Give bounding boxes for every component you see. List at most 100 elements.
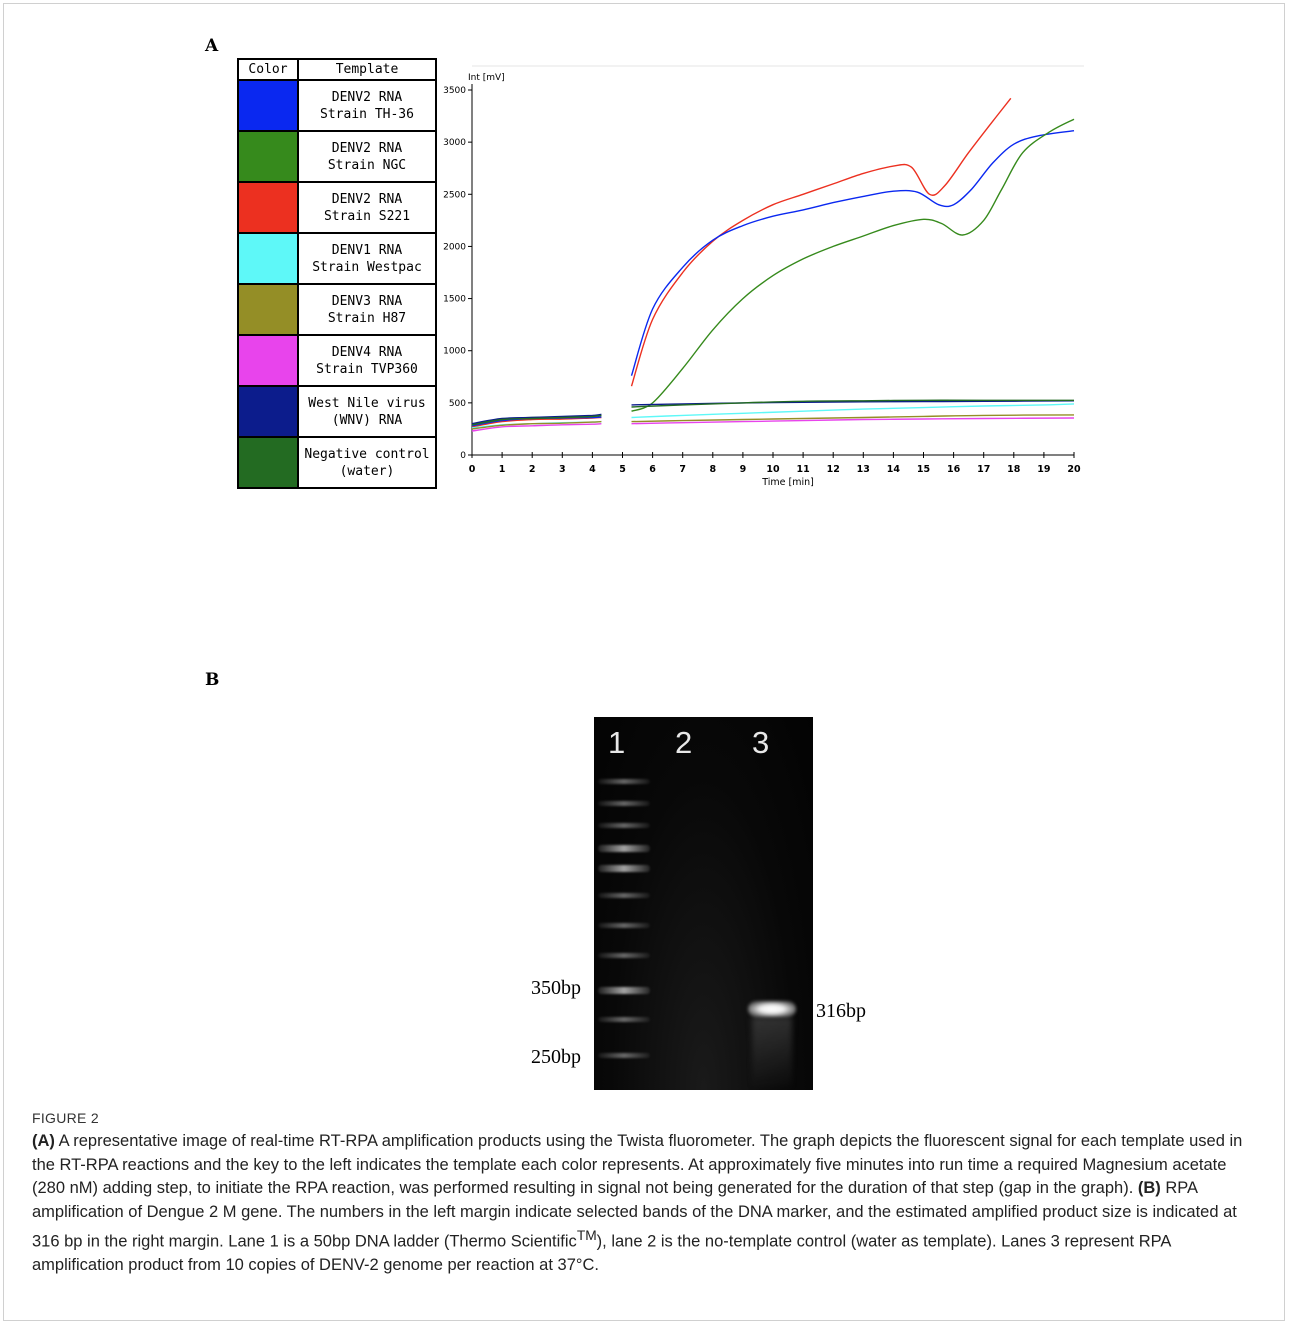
series-line-pre-gap: [471, 413, 602, 425]
color-swatch: [237, 130, 299, 183]
x-tick-label: 13: [857, 464, 870, 475]
ladder-band: [598, 923, 650, 928]
series-line-post-gap: [631, 118, 1075, 412]
y-tick-label: 1500: [443, 295, 466, 305]
template-name: DENV2 RNA Strain TH-36: [297, 79, 437, 132]
legend-row: Negative control (water): [237, 436, 437, 489]
legend-row: DENV4 RNA Strain TVP360: [237, 334, 437, 387]
series-line-post-gap: [631, 399, 1074, 408]
figure-label: FIGURE 2: [32, 1110, 99, 1126]
product-band-316bp: [748, 1001, 796, 1017]
x-axis-label: Time [min]: [761, 477, 814, 488]
template-name: Negative control (water): [297, 436, 437, 489]
ladder-band: [598, 893, 650, 898]
x-tick-label: 9: [740, 464, 747, 475]
ladder-band-350bp: [598, 987, 650, 994]
x-tick-label: 10: [766, 464, 780, 475]
color-swatch: [237, 79, 299, 132]
x-tick-label: 14: [887, 464, 901, 475]
x-tick-label: 11: [796, 464, 809, 475]
template-name: DENV1 RNA Strain Westpac: [297, 232, 437, 285]
template-column-header: Template: [297, 58, 437, 81]
color-swatch: [237, 436, 299, 489]
trademark-superscript: TM: [576, 1228, 597, 1243]
ladder-band: [598, 779, 650, 784]
marker-label-250bp: 250bp: [531, 1046, 581, 1068]
x-tick-label: 18: [1007, 464, 1021, 475]
legend-row: DENV3 RNA Strain H87: [237, 283, 437, 336]
gel-background: [594, 717, 813, 1090]
x-tick-label: 0: [469, 464, 476, 475]
series-line-post-gap: [631, 400, 1075, 406]
x-tick-label: 4: [589, 464, 596, 475]
y-axis-label: Int [mV]: [468, 73, 505, 83]
color-column-header: Color: [237, 58, 299, 81]
ladder-band: [598, 865, 650, 872]
caption-text: (A) A representative image of real-time …: [32, 1130, 1262, 1278]
caption-b-text-1: RPA amplification of Dengue 2 M gene. Th…: [32, 1179, 1237, 1251]
x-tick-label: 1: [499, 464, 506, 475]
caption-b-text-2: ), lane 2 is the no-template control (wa…: [32, 1232, 1171, 1275]
figure-frame: [3, 3, 1285, 1321]
series-line-pre-gap: [471, 414, 602, 426]
x-tick-label: 15: [917, 464, 930, 475]
series-line-post-gap: [630, 130, 1075, 376]
y-tick-label: 500: [449, 399, 466, 409]
product-size-label: 316bp: [816, 1000, 866, 1022]
x-tick-label: 12: [827, 464, 840, 475]
x-tick-label: 2: [529, 464, 536, 475]
lane-number-1: 1: [608, 725, 626, 760]
series-line-post-gap: [631, 403, 1075, 419]
lane-number-2: 2: [675, 725, 693, 760]
x-tick-label: 3: [559, 464, 566, 475]
x-tick-label: 6: [649, 464, 656, 475]
x-tick-label: 17: [977, 464, 990, 475]
marker-label-350bp: 350bp: [531, 977, 581, 999]
product-smear: [752, 1017, 792, 1087]
series-line-pre-gap: [471, 423, 602, 432]
ladder-band: [598, 1017, 650, 1022]
caption-b-tag: (B): [1137, 1179, 1161, 1197]
panel-b-label: B: [205, 670, 220, 690]
x-tick-label: 16: [947, 464, 961, 475]
color-swatch: [237, 385, 299, 438]
x-tick-label: 20: [1067, 464, 1081, 475]
color-swatch: [237, 232, 299, 285]
legend-row: DENV1 RNA Strain Westpac: [237, 232, 437, 285]
series-line-post-gap: [631, 417, 1075, 425]
y-tick-label: 1000: [443, 347, 466, 357]
template-name: DENV2 RNA Strain NGC: [297, 130, 437, 183]
figure-caption: FIGURE 2 (A) A representative image of r…: [32, 1110, 1262, 1278]
x-tick-label: 19: [1037, 464, 1050, 475]
legend-row: West Nile virus (WNV) RNA: [237, 385, 437, 438]
y-tick-label: 3000: [443, 138, 466, 148]
x-tick-label: 5: [619, 464, 626, 475]
gel-electrophoresis-image: 1 2 3: [594, 717, 813, 1090]
legend-row: DENV2 RNA Strain NGC: [237, 130, 437, 183]
y-tick-label: 3500: [443, 86, 466, 96]
color-legend-table: Color Template DENV2 RNA Strain TH-36 DEN…: [237, 58, 437, 489]
color-swatch: [237, 334, 299, 387]
ladder-band: [598, 823, 650, 828]
ladder-band: [598, 845, 650, 852]
caption-a-text: A representative image of real-time RT-R…: [32, 1132, 1243, 1197]
ladder-band: [598, 953, 650, 958]
caption-a-tag: (A): [32, 1132, 55, 1150]
y-tick-label: 2500: [443, 190, 466, 200]
color-swatch: [237, 181, 299, 234]
ladder-band-250bp: [598, 1053, 650, 1058]
color-swatch: [237, 283, 299, 336]
x-tick-label: 7: [679, 464, 686, 475]
lane-number-3: 3: [752, 725, 770, 760]
x-tick-label: 8: [709, 464, 716, 475]
template-name: DENV4 RNA Strain TVP360: [297, 334, 437, 387]
template-name: West Nile virus (WNV) RNA: [297, 385, 437, 438]
y-tick-label: 2000: [443, 242, 466, 252]
template-name: DENV2 RNA Strain S221: [297, 181, 437, 234]
ladder-band: [598, 801, 650, 806]
template-name: DENV3 RNA Strain H87: [297, 283, 437, 336]
panel-a-label: A: [205, 36, 219, 56]
legend-row: DENV2 RNA Strain S221: [237, 181, 437, 234]
series-line-post-gap: [630, 97, 1012, 387]
